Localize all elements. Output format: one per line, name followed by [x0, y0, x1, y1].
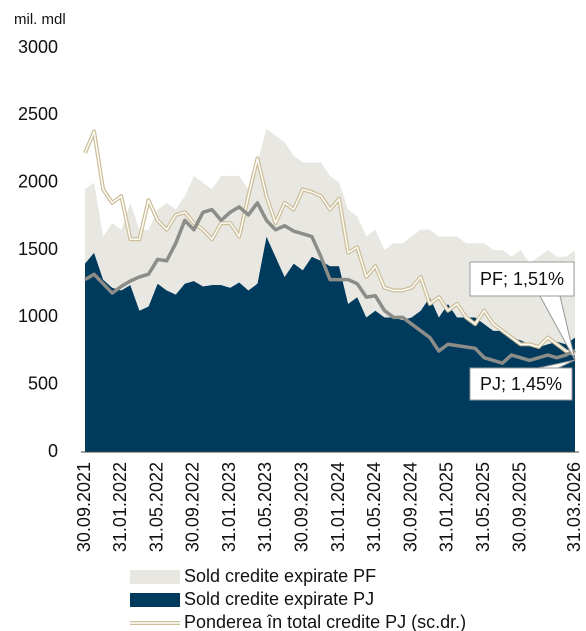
x-tick-label: 31.05.2024	[364, 462, 384, 552]
x-tick-label: 30.09.2021	[74, 462, 94, 552]
legend-swatch	[130, 570, 180, 584]
x-tick-label: 31.05.2022	[146, 462, 166, 552]
callout	[537, 359, 576, 369]
x-tick-label: 31.01.2022	[110, 462, 130, 552]
y-tick-label: 500	[28, 373, 58, 393]
y-tick-label: 0	[48, 441, 58, 461]
legend-label: Ponderea în total credite PJ (sc.dr.)	[184, 612, 466, 631]
annotation: PF; 1,51%	[480, 269, 564, 289]
line-inner	[84, 130, 576, 356]
x-tick-label: 31.05.2023	[255, 462, 275, 552]
x-tick-label: 31.01.2024	[328, 462, 348, 552]
legend-label: Sold credite expirate PF	[184, 566, 376, 586]
legend-swatch	[130, 593, 180, 607]
y-unit-label: mil. mdl	[14, 11, 66, 28]
y-tick-label: 1500	[18, 239, 58, 259]
y-tick-label: 2000	[18, 171, 58, 191]
annotation-box	[469, 261, 575, 297]
x-tick-label: 30.09.2023	[292, 462, 312, 552]
x-tick-label: 31.05.2025	[473, 462, 493, 552]
y-tick-label: 3000	[18, 37, 58, 57]
y-tick-label: 1000	[18, 306, 58, 326]
y-tick-label: 2500	[18, 104, 58, 124]
line	[84, 201, 576, 365]
x-tick-label: 30.09.2022	[183, 462, 203, 552]
legend-label: Sold credite expirate PJ	[184, 589, 374, 609]
annotation: PJ; 1,45%	[480, 374, 562, 394]
area	[85, 128, 575, 347]
area	[85, 236, 575, 452]
x-tick-label: 31.01.2023	[219, 462, 239, 552]
x-tick-label: 31.03.2026	[564, 462, 584, 552]
x-tick-label: 31.01.2025	[437, 462, 457, 552]
x-tick-label: 30.09.2025	[509, 462, 529, 552]
annotation-box	[469, 367, 573, 401]
x-tick-label: 30.09.2024	[400, 462, 420, 552]
